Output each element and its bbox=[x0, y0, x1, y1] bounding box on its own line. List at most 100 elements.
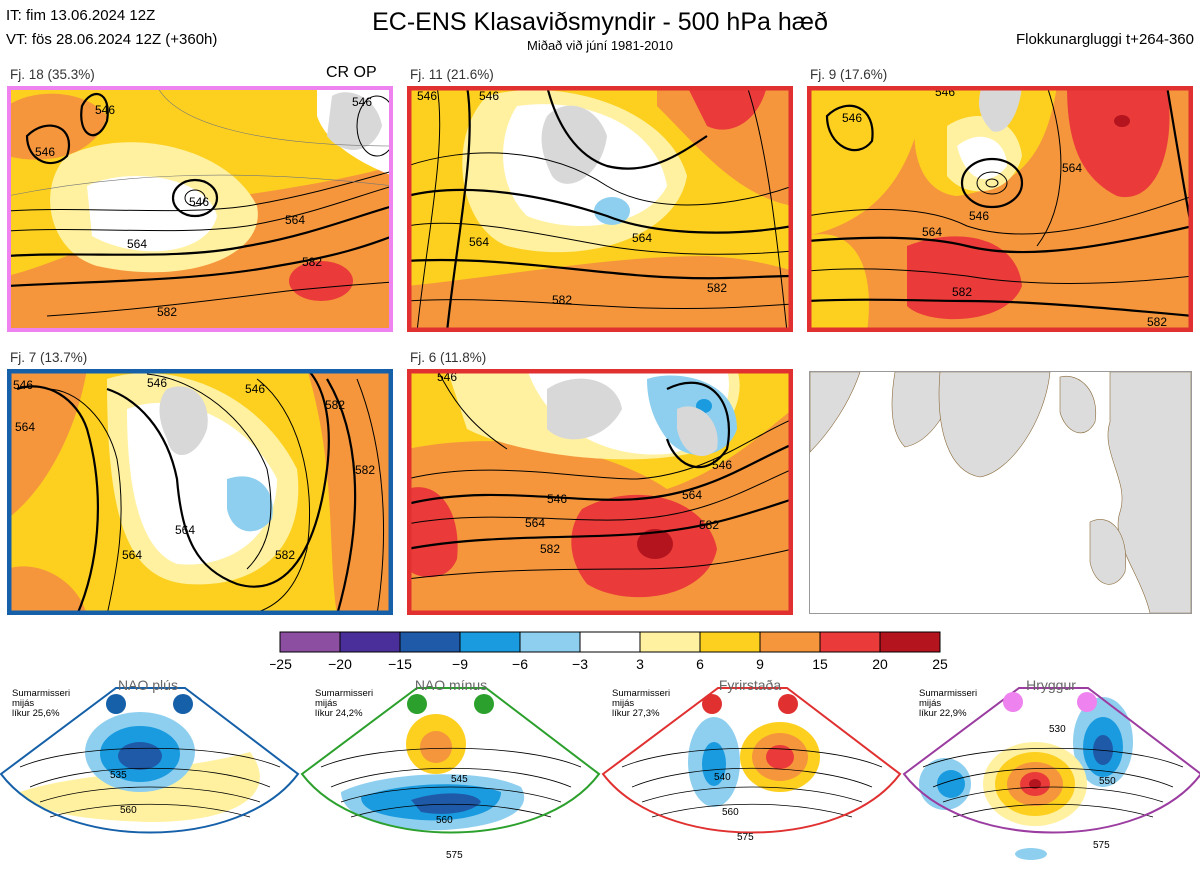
colorbar-tick-label: 6 bbox=[696, 656, 704, 672]
colorbar-tick-label: 25 bbox=[932, 656, 948, 672]
contour-label: 546 bbox=[189, 195, 209, 209]
pattern-marker-left bbox=[702, 694, 722, 714]
colorbar-tick-label: 3 bbox=[636, 656, 644, 672]
contour-label: 582 bbox=[707, 281, 727, 295]
contour-label: 546 bbox=[417, 89, 437, 103]
pattern-mean: mijás bbox=[12, 698, 34, 709]
contour-label: 546 bbox=[969, 209, 989, 223]
contour-label: 564 bbox=[682, 488, 702, 502]
contour-label: 582 bbox=[540, 542, 560, 556]
colorbar-cell bbox=[399, 631, 461, 653]
contour-label: 575 bbox=[1093, 840, 1110, 851]
contour-label: 582 bbox=[302, 255, 322, 269]
contour-label: 546 bbox=[95, 103, 115, 117]
page-title: EC-ENS Klasaviðsmyndir - 500 hPa hæð bbox=[372, 8, 828, 36]
valid-time: VT: fös 28.06.2024 12Z (+360h) bbox=[6, 31, 218, 48]
contour-label: 564 bbox=[127, 237, 147, 251]
pattern-probability: líkur 27,3% bbox=[612, 708, 660, 719]
pattern-probability: líkur 24,2% bbox=[315, 708, 363, 719]
empty-basemap-panel[interactable] bbox=[809, 371, 1192, 614]
colorbar-tick-label: 20 bbox=[872, 656, 888, 672]
panel-border bbox=[7, 86, 393, 332]
contour-label: 564 bbox=[922, 225, 942, 239]
contour-label: 582 bbox=[157, 305, 177, 319]
contour-label: 546 bbox=[352, 95, 372, 109]
contour-label: 582 bbox=[552, 293, 572, 307]
colorbar-tick-label: 15 bbox=[812, 656, 828, 672]
contour-label: 546 bbox=[35, 145, 55, 159]
colorbar-tick-label: −25 bbox=[270, 656, 292, 672]
pattern-marker-left bbox=[106, 694, 126, 714]
contour-label: 546 bbox=[547, 492, 567, 506]
contour-label: 535 bbox=[110, 770, 127, 781]
contour-label: 540 bbox=[714, 772, 731, 783]
colorbar-tick-label: −9 bbox=[452, 656, 468, 672]
cluster-map-1[interactable]: 546 546 546 546 564 564 582 582 bbox=[7, 86, 393, 332]
contour-label: 545 bbox=[451, 774, 468, 785]
teleconnection-patterns: NAO plús Sumarmisseri mijás líkur 25,6% … bbox=[0, 677, 1200, 861]
colorbar-tick-label: −6 bbox=[512, 656, 528, 672]
contour-label: 582 bbox=[952, 285, 972, 299]
pattern-season: Sumarmisseri bbox=[12, 688, 70, 699]
contour-label: 546 bbox=[13, 378, 33, 392]
pattern-probability: líkur 25,6% bbox=[12, 708, 60, 719]
pattern-nao-plus: NAO plús Sumarmisseri mijás líkur 25,6% … bbox=[0, 677, 300, 834]
contour-label: 582 bbox=[355, 463, 375, 477]
colorbar-cell bbox=[459, 631, 521, 653]
contour-label: 575 bbox=[737, 832, 754, 843]
colorbar-cell bbox=[819, 631, 881, 653]
pattern-marker-left bbox=[1003, 692, 1023, 712]
contour-label: 560 bbox=[436, 815, 453, 826]
colorbar-tick-label: −15 bbox=[388, 656, 412, 672]
colorbar-cell bbox=[699, 631, 761, 653]
colorbar-tick-label: −3 bbox=[572, 656, 588, 672]
colorbar-cell bbox=[579, 631, 641, 653]
contour-label: 564 bbox=[175, 523, 195, 537]
cluster-op-tag: CR OP bbox=[326, 64, 377, 81]
pattern-marker-right bbox=[1077, 692, 1097, 712]
panel-border bbox=[7, 369, 393, 615]
cluster-label-5: Fj. 6 (11.8%) bbox=[410, 350, 487, 365]
pattern-name: NAO plús bbox=[118, 677, 178, 693]
contour-label: 546 bbox=[479, 89, 499, 103]
colorbar-cell bbox=[639, 631, 701, 653]
anomaly-colorbar: −25 −20 −15 −9 −6 −3 3 6 9 15 20 25 bbox=[270, 631, 948, 672]
pattern-season: Sumarmisseri bbox=[315, 688, 373, 699]
contour-label: 564 bbox=[122, 548, 142, 562]
contour-label: 564 bbox=[285, 213, 305, 227]
contour-label: 546 bbox=[147, 376, 167, 390]
cluster-label-2: Fj. 11 (21.6%) bbox=[410, 67, 494, 82]
cluster-map-2[interactable]: 546 546 564 564 582 582 bbox=[407, 86, 793, 332]
cluster-map-5[interactable]: 546 546 546 564 564 582 582 bbox=[407, 369, 793, 615]
panel-border bbox=[407, 369, 793, 615]
cluster-label-4: Fj. 7 (13.7%) bbox=[10, 350, 88, 365]
cluster-label-1: Fj. 18 (35.3%) bbox=[10, 67, 95, 82]
pattern-season: Sumarmisseri bbox=[612, 688, 670, 699]
pattern-mean: mijás bbox=[919, 698, 941, 709]
pattern-ridge: Hryggur Sumarmisseri mijás líkur 22,9% 5… bbox=[902, 677, 1200, 860]
page-subtitle: Miðað við júní 1981-2010 bbox=[527, 38, 673, 53]
contour-label: 546 bbox=[842, 111, 862, 125]
contour-label: 582 bbox=[1147, 315, 1167, 329]
cluster-label-3: Fj. 9 (17.6%) bbox=[810, 67, 888, 82]
cluster-map-3[interactable]: 546 546 546 564 564 582 582 bbox=[807, 86, 1193, 332]
contour-label: 560 bbox=[722, 807, 739, 818]
pattern-nao-minus: NAO mínus Sumarmisseri mijás líkur 24,2%… bbox=[300, 677, 601, 861]
contour-label: 582 bbox=[699, 518, 719, 532]
pattern-name: NAO mínus bbox=[415, 677, 487, 693]
pattern-name: Fyrirstaða bbox=[719, 677, 781, 693]
contour-label: 546 bbox=[712, 458, 732, 472]
cluster-window: Flokkunargluggi t+264-360 bbox=[1015, 31, 1194, 48]
colorbar-tick-label: −20 bbox=[328, 656, 352, 672]
colorbar-cell bbox=[279, 631, 341, 653]
contour-label: 582 bbox=[275, 548, 295, 562]
pattern-season: Sumarmisseri bbox=[919, 688, 977, 699]
cluster-map-4[interactable]: 546 546 546 564 564 564 582 582 582 bbox=[7, 369, 393, 615]
pattern-mean: mijás bbox=[315, 698, 337, 709]
contour-label: 530 bbox=[1049, 724, 1066, 735]
contour-label: 575 bbox=[446, 850, 463, 861]
init-time: IT: fim 13.06.2024 12Z bbox=[6, 7, 156, 24]
pattern-probability: líkur 22,9% bbox=[919, 708, 967, 719]
contour-label: 564 bbox=[632, 231, 652, 245]
contour-label: 564 bbox=[1062, 161, 1082, 175]
